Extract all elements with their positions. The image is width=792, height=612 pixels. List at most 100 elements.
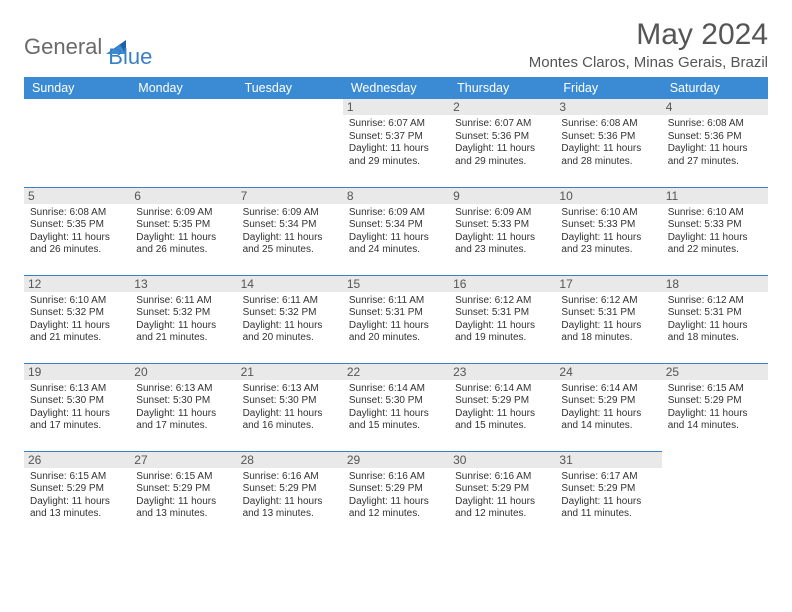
calendar-day-cell: 5 Sunrise: 6:08 AMSunset: 5:35 PMDaylight… bbox=[24, 187, 130, 275]
calendar-day-cell bbox=[130, 99, 236, 187]
logo-word-2: Blue bbox=[108, 24, 152, 70]
calendar-day-cell: 17Sunrise: 6:12 AMSunset: 5:31 PMDayligh… bbox=[555, 275, 661, 363]
month-title: May 2024 bbox=[529, 18, 768, 52]
day-info: Sunrise: 6:16 AMSunset: 5:29 PMDaylight:… bbox=[349, 471, 443, 521]
day-info: Sunrise: 6:09 AMSunset: 5:34 PMDaylight:… bbox=[243, 207, 337, 257]
calendar-header-row: SundayMondayTuesdayWednesdayThursdayFrid… bbox=[24, 77, 768, 99]
day-info: Sunrise: 6:08 AMSunset: 5:36 PMDaylight:… bbox=[561, 118, 655, 168]
day-number: 10 bbox=[555, 188, 661, 204]
calendar-week-row: 12Sunrise: 6:10 AMSunset: 5:32 PMDayligh… bbox=[24, 275, 768, 363]
day-number: 19 bbox=[24, 364, 130, 380]
day-number: 11 bbox=[662, 188, 768, 204]
calendar-day-cell: 27 Sunrise: 6:15 AMSunset: 5:29 PMDayligh… bbox=[130, 451, 236, 539]
day-number: 17 bbox=[555, 276, 661, 292]
day-number: 2 bbox=[449, 99, 555, 115]
day-info: Sunrise: 6:10 AMSunset: 5:32 PMDaylight:… bbox=[30, 295, 124, 345]
day-info: Sunrise: 6:07 AMSunset: 5:37 PMDaylight:… bbox=[349, 118, 443, 168]
calendar-day-cell: 10 Sunrise: 6:10 AMSunset: 5:33 PMDayligh… bbox=[555, 187, 661, 275]
calendar-day-cell: 1 Sunrise: 6:07 AMSunset: 5:37 PMDaylight… bbox=[343, 99, 449, 187]
calendar-day-cell: 9Sunrise: 6:09 AMSunset: 5:33 PMDaylight… bbox=[449, 187, 555, 275]
calendar-day-cell: 20 Sunrise: 6:13 AMSunset: 5:30 PMDayligh… bbox=[130, 363, 236, 451]
day-header: Sunday bbox=[24, 77, 130, 99]
calendar-day-cell bbox=[24, 99, 130, 187]
title-block: May 2024 Montes Claros, Minas Gerais, Br… bbox=[529, 18, 768, 71]
day-header: Tuesday bbox=[237, 77, 343, 99]
calendar-week-row: 26 Sunrise: 6:15 AMSunset: 5:29 PMDayligh… bbox=[24, 451, 768, 539]
day-number: 15 bbox=[343, 276, 449, 292]
day-info: Sunrise: 6:16 AMSunset: 5:29 PMDaylight:… bbox=[455, 471, 549, 521]
calendar-day-cell: 8Sunrise: 6:09 AMSunset: 5:34 PMDaylight… bbox=[343, 187, 449, 275]
calendar-day-cell bbox=[662, 451, 768, 539]
calendar-day-cell: 29 Sunrise: 6:16 AMSunset: 5:29 PMDayligh… bbox=[343, 451, 449, 539]
day-number: 29 bbox=[343, 452, 449, 468]
calendar-day-cell: 12Sunrise: 6:10 AMSunset: 5:32 PMDayligh… bbox=[24, 275, 130, 363]
day-number: 25 bbox=[662, 364, 768, 380]
day-number: 9 bbox=[449, 188, 555, 204]
day-info: Sunrise: 6:16 AMSunset: 5:29 PMDaylight:… bbox=[243, 471, 337, 521]
calendar-day-cell: 31 Sunrise: 6:17 AMSunset: 5:29 PMDayligh… bbox=[555, 451, 661, 539]
calendar-day-cell: 14Sunrise: 6:11 AMSunset: 5:32 PMDayligh… bbox=[237, 275, 343, 363]
day-info: Sunrise: 6:09 AMSunset: 5:35 PMDaylight:… bbox=[136, 207, 230, 257]
day-info: Sunrise: 6:11 AMSunset: 5:32 PMDaylight:… bbox=[136, 295, 230, 345]
day-number: 22 bbox=[343, 364, 449, 380]
header: General Blue May 2024 Montes Claros, Min… bbox=[24, 18, 768, 71]
calendar-day-cell: 16Sunrise: 6:12 AMSunset: 5:31 PMDayligh… bbox=[449, 275, 555, 363]
logo: General Blue bbox=[24, 18, 152, 70]
day-number: 21 bbox=[237, 364, 343, 380]
calendar-day-cell: 7Sunrise: 6:09 AMSunset: 5:34 PMDaylight… bbox=[237, 187, 343, 275]
day-number: 4 bbox=[662, 99, 768, 115]
calendar-day-cell: 23Sunrise: 6:14 AMSunset: 5:29 PMDayligh… bbox=[449, 363, 555, 451]
day-number: 26 bbox=[24, 452, 130, 468]
day-number: 1 bbox=[343, 99, 449, 115]
calendar-day-cell: 30Sunrise: 6:16 AMSunset: 5:29 PMDayligh… bbox=[449, 451, 555, 539]
day-header: Monday bbox=[130, 77, 236, 99]
day-info: Sunrise: 6:17 AMSunset: 5:29 PMDaylight:… bbox=[561, 471, 655, 521]
day-number: 13 bbox=[130, 276, 236, 292]
day-info: Sunrise: 6:10 AMSunset: 5:33 PMDaylight:… bbox=[561, 207, 655, 257]
calendar-day-cell bbox=[237, 99, 343, 187]
day-info: Sunrise: 6:08 AMSunset: 5:35 PMDaylight:… bbox=[30, 207, 124, 257]
day-info: Sunrise: 6:13 AMSunset: 5:30 PMDaylight:… bbox=[30, 383, 124, 433]
day-info: Sunrise: 6:14 AMSunset: 5:29 PMDaylight:… bbox=[561, 383, 655, 433]
day-info: Sunrise: 6:15 AMSunset: 5:29 PMDaylight:… bbox=[136, 471, 230, 521]
day-info: Sunrise: 6:11 AMSunset: 5:31 PMDaylight:… bbox=[349, 295, 443, 345]
calendar-day-cell: 4 Sunrise: 6:08 AMSunset: 5:36 PMDaylight… bbox=[662, 99, 768, 187]
day-info: Sunrise: 6:13 AMSunset: 5:30 PMDaylight:… bbox=[243, 383, 337, 433]
day-number: 3 bbox=[555, 99, 661, 115]
calendar-day-cell: 25 Sunrise: 6:15 AMSunset: 5:29 PMDayligh… bbox=[662, 363, 768, 451]
location: Montes Claros, Minas Gerais, Brazil bbox=[529, 54, 768, 71]
day-number: 16 bbox=[449, 276, 555, 292]
day-info: Sunrise: 6:08 AMSunset: 5:36 PMDaylight:… bbox=[668, 118, 762, 168]
day-info: Sunrise: 6:12 AMSunset: 5:31 PMDaylight:… bbox=[668, 295, 762, 345]
day-info: Sunrise: 6:15 AMSunset: 5:29 PMDaylight:… bbox=[668, 383, 762, 433]
day-info: Sunrise: 6:15 AMSunset: 5:29 PMDaylight:… bbox=[30, 471, 124, 521]
calendar-day-cell: 2 Sunrise: 6:07 AMSunset: 5:36 PMDaylight… bbox=[449, 99, 555, 187]
calendar-week-row: 19 Sunrise: 6:13 AMSunset: 5:30 PMDayligh… bbox=[24, 363, 768, 451]
calendar-day-cell: 24 Sunrise: 6:14 AMSunset: 5:29 PMDayligh… bbox=[555, 363, 661, 451]
calendar-day-cell: 15 Sunrise: 6:11 AMSunset: 5:31 PMDayligh… bbox=[343, 275, 449, 363]
calendar-day-cell: 21 Sunrise: 6:13 AMSunset: 5:30 PMDayligh… bbox=[237, 363, 343, 451]
calendar-day-cell: 22 Sunrise: 6:14 AMSunset: 5:30 PMDayligh… bbox=[343, 363, 449, 451]
day-header: Thursday bbox=[449, 77, 555, 99]
day-number: 28 bbox=[237, 452, 343, 468]
calendar-day-cell: 6 Sunrise: 6:09 AMSunset: 5:35 PMDaylight… bbox=[130, 187, 236, 275]
day-number: 20 bbox=[130, 364, 236, 380]
day-info: Sunrise: 6:07 AMSunset: 5:36 PMDaylight:… bbox=[455, 118, 549, 168]
day-number: 31 bbox=[555, 452, 661, 468]
day-number: 27 bbox=[130, 452, 236, 468]
calendar-day-cell: 13 Sunrise: 6:11 AMSunset: 5:32 PMDayligh… bbox=[130, 275, 236, 363]
calendar-week-row: 1 Sunrise: 6:07 AMSunset: 5:37 PMDaylight… bbox=[24, 99, 768, 187]
day-header: Wednesday bbox=[343, 77, 449, 99]
calendar-week-row: 5 Sunrise: 6:08 AMSunset: 5:35 PMDaylight… bbox=[24, 187, 768, 275]
day-header: Friday bbox=[555, 77, 661, 99]
calendar-day-cell: 26 Sunrise: 6:15 AMSunset: 5:29 PMDayligh… bbox=[24, 451, 130, 539]
day-info: Sunrise: 6:14 AMSunset: 5:30 PMDaylight:… bbox=[349, 383, 443, 433]
calendar-day-cell: 11Sunrise: 6:10 AMSunset: 5:33 PMDayligh… bbox=[662, 187, 768, 275]
day-number: 24 bbox=[555, 364, 661, 380]
day-info: Sunrise: 6:14 AMSunset: 5:29 PMDaylight:… bbox=[455, 383, 549, 433]
day-number: 5 bbox=[24, 188, 130, 204]
day-number: 6 bbox=[130, 188, 236, 204]
day-info: Sunrise: 6:13 AMSunset: 5:30 PMDaylight:… bbox=[136, 383, 230, 433]
day-header: Saturday bbox=[662, 77, 768, 99]
day-info: Sunrise: 6:11 AMSunset: 5:32 PMDaylight:… bbox=[243, 295, 337, 345]
